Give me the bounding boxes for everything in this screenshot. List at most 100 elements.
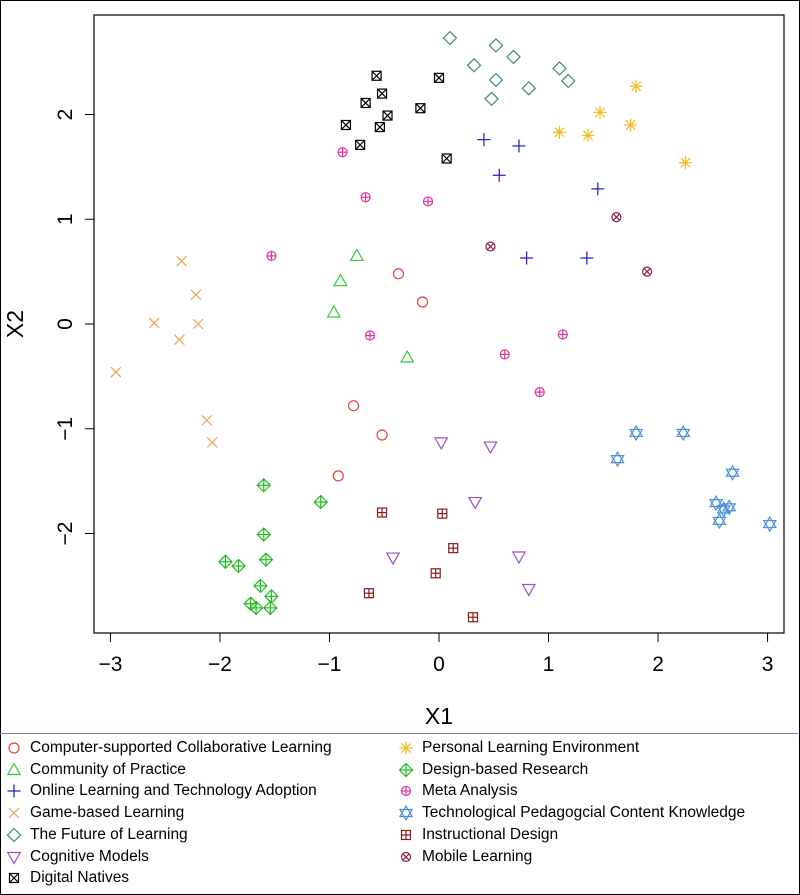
data-point xyxy=(332,470,344,482)
x-tick-label: −2 xyxy=(208,653,232,676)
data-points xyxy=(110,30,777,623)
data-point xyxy=(520,251,534,265)
data-point xyxy=(400,349,415,363)
data-point xyxy=(581,128,595,142)
data-point xyxy=(190,289,202,301)
y-tick-label: 1 xyxy=(54,213,77,225)
legend-label: Instructional Design xyxy=(422,825,559,843)
data-point xyxy=(488,38,504,53)
data-point xyxy=(521,583,537,597)
data-point xyxy=(511,551,527,565)
data-point xyxy=(678,156,692,170)
scatter-plot: −3 −2 −1 0 1 2 3 −2 −1 0 1 2 X1 X2 xyxy=(2,14,785,729)
data-point xyxy=(363,588,375,599)
legend-symbol-icon xyxy=(399,741,413,755)
legend-marker xyxy=(6,761,22,775)
legend-item: Computer-supported Collaborative Learnin… xyxy=(6,737,332,759)
data-point xyxy=(256,527,272,542)
legend-item: Instructional Design xyxy=(398,824,558,846)
legend-item: Game-based Learning xyxy=(6,802,184,824)
legend-label: Personal Learning Environment xyxy=(422,739,640,756)
data-point xyxy=(355,139,366,150)
data-point xyxy=(467,612,479,623)
data-point xyxy=(371,70,382,81)
legend-marker xyxy=(400,786,412,797)
data-point xyxy=(253,578,268,594)
data-point xyxy=(521,80,537,96)
legend-label: Design-based Research xyxy=(422,760,589,778)
legend-marker xyxy=(7,784,21,798)
data-point xyxy=(433,72,445,83)
data-point xyxy=(201,414,213,426)
data-point xyxy=(512,139,526,153)
legend-symbol-icon xyxy=(8,873,20,884)
legend-marker xyxy=(398,762,414,778)
legend-item: Online Learning and Technology Adoption xyxy=(6,780,317,802)
legend-symbol-icon xyxy=(400,851,412,862)
data-point xyxy=(416,296,429,308)
y-tick-label: −2 xyxy=(54,522,77,546)
data-point xyxy=(610,450,625,468)
legend-label: Community of Practice xyxy=(30,760,186,778)
data-point xyxy=(499,349,510,360)
data-point xyxy=(349,248,365,262)
x-tick-label: 2 xyxy=(652,653,664,676)
legend-symbol-icon xyxy=(400,786,412,797)
data-point xyxy=(725,464,740,481)
data-point xyxy=(192,318,204,330)
data-point xyxy=(422,196,434,207)
data-point xyxy=(477,133,491,147)
legend: Computer-supported Collaborative Learnin… xyxy=(0,733,798,894)
data-point xyxy=(337,147,348,158)
legend-item: Mobile Learning xyxy=(398,846,532,868)
data-point xyxy=(448,543,459,554)
legend-item: Meta Analysis xyxy=(398,780,518,802)
data-point xyxy=(467,496,483,510)
data-point xyxy=(360,97,371,109)
data-point xyxy=(580,251,594,265)
data-point xyxy=(415,103,426,114)
data-point xyxy=(347,400,360,412)
legend-label: Computer-supported Collaborative Learnin… xyxy=(30,739,332,756)
legend-symbol-icon xyxy=(7,784,21,798)
legend-marker xyxy=(399,741,413,755)
data-point xyxy=(488,72,504,88)
data-point xyxy=(641,266,653,277)
data-point xyxy=(708,494,724,512)
legend-symbol-icon xyxy=(8,742,20,754)
data-point xyxy=(611,212,622,223)
y-tick-label: 2 xyxy=(54,109,77,121)
y-tick-label: 0 xyxy=(54,318,77,330)
data-point xyxy=(266,250,277,262)
x-tick-label: 0 xyxy=(433,653,445,676)
data-point xyxy=(256,477,272,493)
legend-marker xyxy=(400,829,412,840)
legend-symbol-icon xyxy=(398,762,414,778)
legend-label: The Future of Learning xyxy=(30,825,188,843)
data-point xyxy=(484,91,499,107)
data-point xyxy=(624,118,638,132)
legend-item: The Future of Learning xyxy=(6,824,188,846)
legend-symbol-icon xyxy=(6,851,22,865)
data-point xyxy=(364,330,376,341)
data-point xyxy=(264,588,279,604)
legend-symbol-icon xyxy=(6,827,22,843)
legend-marker xyxy=(8,873,20,884)
data-point xyxy=(248,600,264,616)
x-axis-label: X1 xyxy=(425,703,453,729)
data-point xyxy=(762,515,777,533)
data-point xyxy=(442,30,458,46)
data-point xyxy=(629,79,643,93)
data-point xyxy=(258,552,274,568)
legend-marker xyxy=(400,851,412,862)
data-point xyxy=(218,554,233,570)
data-point xyxy=(392,268,405,280)
data-point xyxy=(534,386,545,398)
legend-label: Online Learning and Technology Adoption xyxy=(30,782,317,800)
data-point xyxy=(262,600,278,616)
legend-symbol-icon xyxy=(8,807,20,819)
data-point xyxy=(206,436,218,448)
data-point xyxy=(676,424,691,442)
data-point xyxy=(437,508,448,519)
legend-marker xyxy=(6,827,22,843)
